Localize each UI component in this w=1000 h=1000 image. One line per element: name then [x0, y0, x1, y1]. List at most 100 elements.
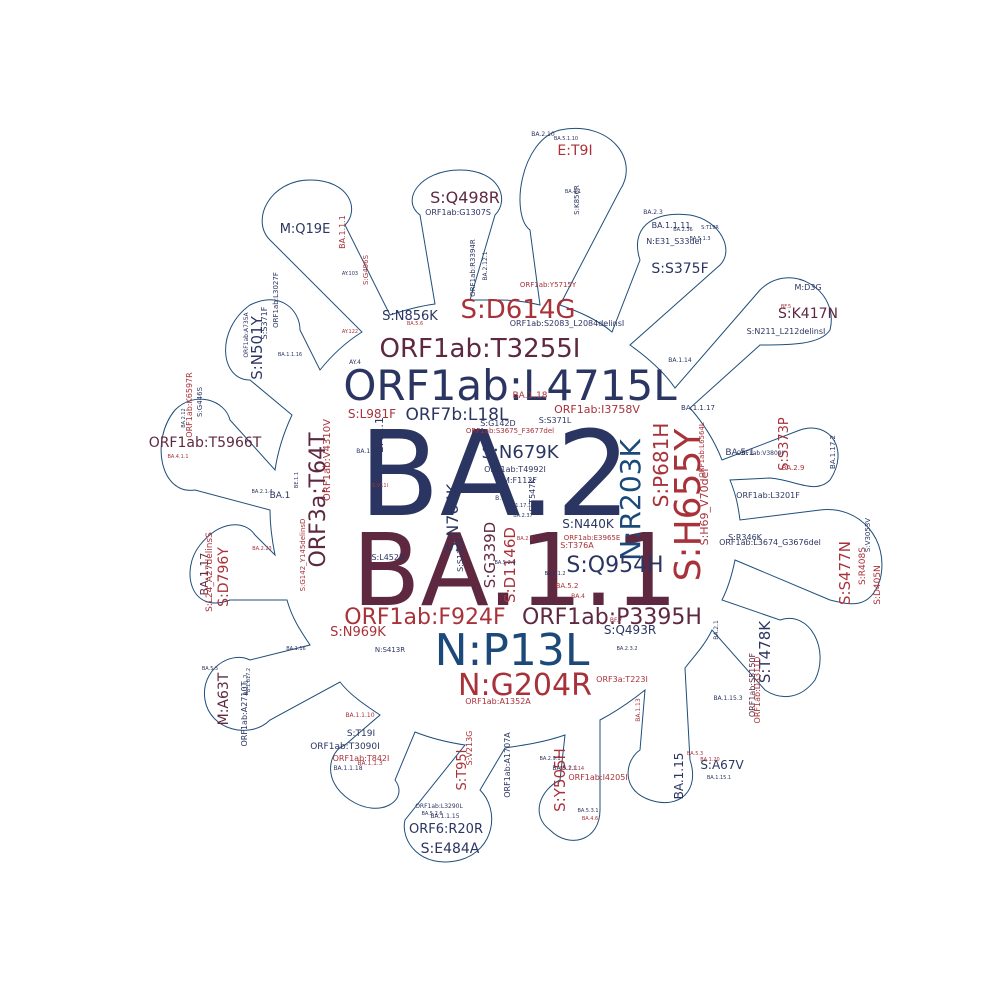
cloud-word: BA.1.20 — [700, 757, 720, 763]
cloud-word: S:H655Y — [668, 428, 709, 582]
cloud-word: BA.1.16 — [286, 646, 306, 652]
cloud-word: BA.5.2 — [556, 582, 579, 590]
cloud-word: ORF7b:L18L — [406, 405, 509, 425]
cloud-word: S:N856K — [382, 309, 438, 324]
cloud-word: ORF1ab:S3675_F3677del — [466, 427, 554, 435]
cloud-word: ORF1ab:P3395H — [522, 605, 702, 630]
cloud-word: S:S375F — [651, 261, 708, 277]
cloud-word: BA.5.3.1 — [577, 808, 598, 814]
cloud-word: S:S371L — [539, 416, 572, 425]
cloud-word: ORF1ab:K6597R — [185, 372, 194, 438]
cloud-word: S:Q954H — [566, 553, 663, 578]
cloud-word: S:K417N — [778, 306, 838, 322]
cloud-word: S:V3053V — [864, 518, 872, 552]
cloud-word: B.1.617.2 — [246, 668, 252, 692]
cloud-word: S:N764K — [443, 483, 462, 552]
cloud-word: S:D614G — [460, 295, 575, 325]
cloud-word: S:H69_V70del — [698, 469, 711, 546]
cloud-word: S:N440K — [562, 517, 615, 531]
cloud-word: B.1 — [495, 495, 505, 502]
cloud-word: BF.7 — [610, 617, 623, 624]
cloud-word: AY.103 — [342, 271, 358, 277]
cloud-word: ORF3a:T223I — [596, 675, 648, 684]
cloud-word: ORF1ab:Y5715Y — [520, 281, 577, 289]
cloud-word: BA.1.15.1 — [707, 775, 731, 781]
cloud-word: ORF1ab:S5150F — [748, 652, 757, 717]
cloud-word: ORF1ab:S2083_L2084delinsI — [510, 319, 625, 328]
cloud-word: S:K856R — [573, 185, 581, 215]
cloud-word: BA.5.6 — [407, 321, 423, 327]
cloud-word: ORF1ab:T3255I — [380, 334, 581, 364]
cloud-word: N:P13L — [435, 625, 590, 676]
cloud-word: S:N679K — [481, 442, 559, 463]
cloud-word: BA.1.1.17 — [681, 404, 715, 412]
cloud-word: ORF1ab:L3027F — [272, 272, 280, 328]
cloud-word: ORF1ab:G1307S — [425, 208, 491, 217]
cloud-word: BA.5.1.10 — [554, 136, 578, 142]
cloud-word: N:R203K — [614, 439, 647, 561]
cloud-word: BE.1.1 — [294, 472, 300, 488]
cloud-word: S:Y505H — [551, 748, 569, 812]
cloud-word: S:T19R — [701, 225, 719, 231]
cloud-word: BA.1.1.2 — [544, 571, 565, 577]
cloud-word: BA.2 — [359, 405, 631, 543]
cloud-word: ORF1ab:T4992I — [484, 465, 546, 474]
cloud-word: BA.4 — [571, 593, 585, 600]
cloud-word: BA.1.1.3 — [357, 760, 382, 767]
cloud-word: BA.1.13 — [635, 698, 642, 722]
cloud-word: AY.4 — [349, 359, 361, 366]
cloud-word: ORF1ab:A1352A — [465, 697, 531, 706]
cloud-word: ORF1ab:I3758V — [554, 403, 640, 416]
cloud-word: S:A67V — [700, 758, 744, 772]
virus-body-outline — [160, 128, 883, 863]
cloud-word: S:G496S — [362, 254, 370, 285]
cloud-word: E:T9I — [557, 143, 592, 159]
cloud-word: S:S371F — [260, 306, 269, 339]
cloud-word: M:D3G — [794, 283, 821, 292]
cloud-word: BA.2.1 — [713, 620, 720, 640]
cloud-word: M:Q19E — [280, 222, 331, 237]
cloud-word: BA.2.23 — [252, 546, 272, 552]
cloud-word: ORF3a:T64T — [306, 432, 331, 568]
cloud-word: ORF6:R20R — [409, 822, 483, 837]
cloud-word: BA.1.1 — [352, 512, 678, 629]
cloud-word: BA.2.1.4 — [251, 489, 272, 495]
cloud-word: BA.1.1.10 — [345, 712, 374, 719]
cloud-word: S:N211_L212delinsI — [747, 327, 826, 336]
cloud-word: ORF1ab:T842I — [333, 754, 390, 763]
cloud-word: BA.2.2 — [517, 536, 533, 542]
cloud-word: BA.5.2.9 — [494, 560, 515, 566]
cloud-word: S:D1146D — [501, 527, 519, 603]
cloud-word: ORF1ab:L3674_G3676del — [719, 538, 821, 547]
cloud-word: S:G142D — [480, 419, 515, 428]
cloud-word: BA.2.12 — [181, 408, 187, 428]
cloud-word: BA.1.21 — [356, 448, 380, 455]
cloud-word: S:T19I — [347, 729, 375, 739]
cloud-word: S:R346K — [728, 533, 763, 542]
cloud-word: BA.2.3 — [643, 209, 663, 216]
cloud-word: BA.1.1.11 — [652, 221, 691, 230]
cloud-word: S:R408S — [858, 547, 868, 585]
cloud-word: BA.1.1.1 — [338, 215, 347, 249]
cloud-word: BA.5.2.6 — [421, 811, 442, 817]
cloud-word: N:S413R — [375, 646, 405, 654]
cloud-word: N:E31_S33del — [646, 237, 701, 246]
cloud-word: S:T95I — [455, 750, 470, 791]
cloud-word: BA.2.37 — [513, 513, 533, 519]
cloud-word: S:Q493R — [604, 623, 656, 637]
cloud-word: S:L981F — [348, 407, 396, 421]
cloud-word: BA.1.14 — [668, 357, 692, 364]
cloud-word: S:G339D — [481, 522, 499, 588]
cloud-word: N:G204R — [458, 668, 592, 703]
cloud-word: S:E484A — [421, 841, 480, 857]
cloud-word: S:L452R — [371, 553, 405, 562]
cloud-word: S:T478K — [756, 620, 774, 683]
cloud-word: ORF1ab:A2710T — [240, 681, 249, 746]
cloud-word: S:S477N — [836, 541, 854, 605]
cloud-word: S:S135R — [456, 538, 465, 572]
cloud-word: S:D405N — [873, 565, 883, 605]
cloud-word: S:L24_A27delinsS — [205, 532, 215, 612]
cloud-word: AY.122 — [342, 329, 358, 335]
cloud-word: S:G142_Y145delinsD — [299, 519, 307, 592]
